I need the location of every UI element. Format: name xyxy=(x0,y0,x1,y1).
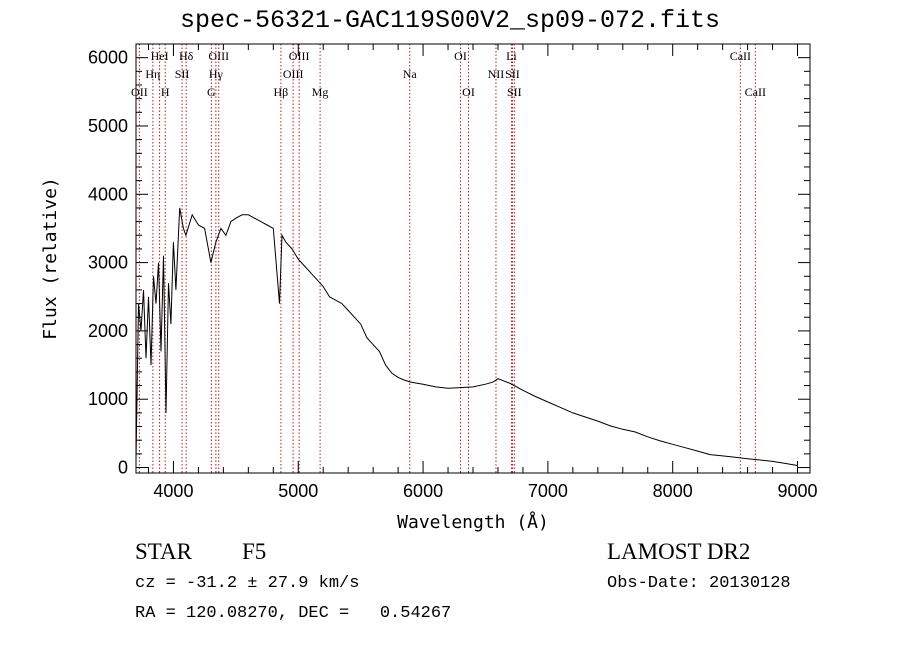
marker-label: H xyxy=(161,85,170,99)
x-tick-label: 5000 xyxy=(278,481,318,501)
marker-label: Hη xyxy=(145,67,160,81)
redshift-text: cz = -31.2 ± 27.9 km/s xyxy=(135,574,360,593)
y-tick-label: 1000 xyxy=(88,389,128,409)
chart-title: spec-56321-GAC119S00V2_sp09-072.fits xyxy=(179,6,721,35)
emission-line-labels: OII Hη HeI H SII Hδ G OIII Hγ Hβ OIII OIII Mg Na OI OI N… xyxy=(131,49,766,99)
marker-label: SII xyxy=(507,85,522,99)
y-tick-label: 2000 xyxy=(88,321,128,341)
object-subclass: F5 xyxy=(242,539,267,564)
marker-label: G xyxy=(207,85,216,99)
x-tick-label: 7000 xyxy=(528,481,568,501)
marker-label: CaII xyxy=(730,49,751,63)
marker-label: NII xyxy=(488,67,505,81)
coords-text: RA = 120.08270, DEC = 0.54267 xyxy=(135,604,452,623)
marker-label: HeI xyxy=(151,49,169,63)
marker-label: OI xyxy=(454,49,467,63)
y-tick-label: 6000 xyxy=(88,48,128,68)
marker-label: Hγ xyxy=(209,67,224,81)
spectrum-line xyxy=(135,207,798,466)
marker-label: Li xyxy=(506,49,517,63)
marker-label: OIII xyxy=(283,67,304,81)
marker-label: SII xyxy=(505,67,520,81)
x-tick-label: 8000 xyxy=(653,481,693,501)
obs-date-text: Obs-Date: 20130128 xyxy=(607,574,791,593)
marker-label: OIII xyxy=(208,49,229,63)
emission-line-markers xyxy=(138,44,756,473)
survey-label: LAMOST DR2 xyxy=(607,539,751,564)
marker-label: OII xyxy=(131,85,148,99)
x-axis-ticks: 4000 5000 6000 7000 8000 9000 xyxy=(147,44,818,501)
y-axis-ticks: 0 1000 2000 3000 4000 5000 6000 xyxy=(88,48,810,478)
y-tick-label: 4000 xyxy=(88,184,128,204)
marker-label: Na xyxy=(403,67,418,81)
marker-label: OI xyxy=(462,85,475,99)
plot-frame xyxy=(135,43,811,474)
marker-label: OIII xyxy=(289,49,310,63)
object-class: STAR xyxy=(135,539,192,564)
marker-label: Mg xyxy=(312,85,329,99)
marker-label: Hβ xyxy=(274,85,289,99)
y-axis-label: Flux (relative) xyxy=(40,177,61,340)
marker-label: Hδ xyxy=(179,49,194,63)
marker-label: SII xyxy=(175,67,190,81)
x-axis-label: Wavelength (Å) xyxy=(397,511,549,533)
marker-label: CaII xyxy=(745,85,766,99)
x-tick-label: 9000 xyxy=(777,481,817,501)
y-tick-label: 3000 xyxy=(88,253,128,273)
x-tick-label: 4000 xyxy=(153,481,193,501)
y-tick-label: 5000 xyxy=(88,116,128,136)
x-tick-label: 6000 xyxy=(403,481,443,501)
y-tick-label: 0 xyxy=(118,458,128,478)
